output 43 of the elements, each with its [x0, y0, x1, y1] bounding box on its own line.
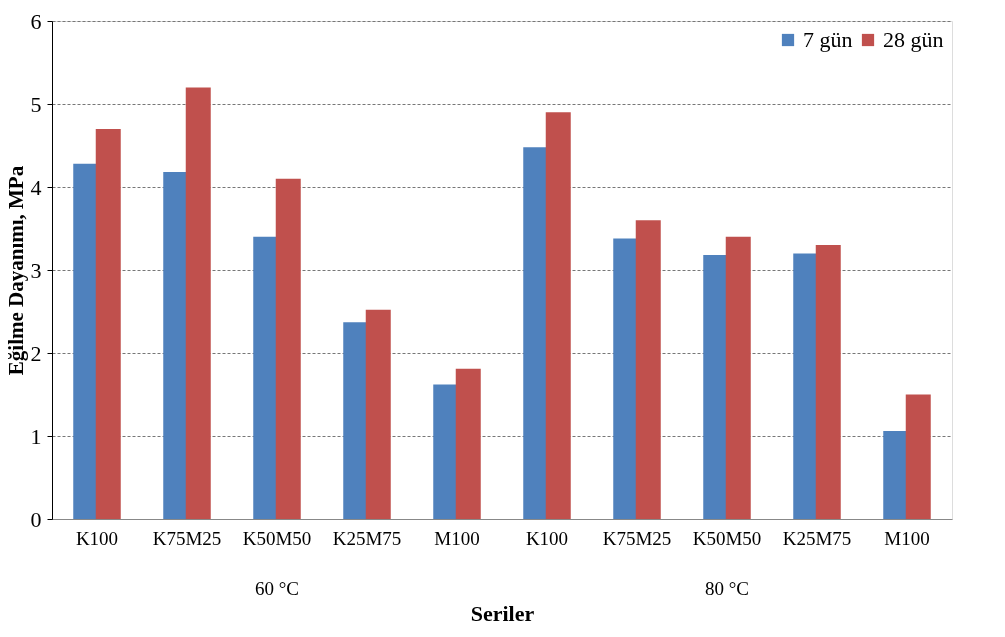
bar — [455, 368, 481, 519]
bar — [523, 147, 549, 519]
bar — [545, 112, 571, 519]
legend-label: 7 gün — [803, 27, 853, 52]
x-tick-label: K25M75 — [782, 527, 852, 549]
y-tick-label: 3 — [30, 257, 42, 283]
x-tick-label: K25M75 — [332, 527, 402, 549]
bar — [365, 309, 391, 519]
x-tick-label: K50M50 — [242, 527, 312, 549]
legend-label: 28 gün — [883, 27, 944, 52]
bar — [793, 253, 819, 519]
x-tick-label: K75M25 — [602, 527, 672, 549]
bar — [883, 431, 909, 519]
bar — [95, 128, 121, 519]
x-tick-label: K50M50 — [692, 527, 762, 549]
bar — [815, 245, 841, 519]
bar — [185, 87, 211, 519]
bar — [253, 236, 279, 519]
x-axis-title: Seriler — [470, 600, 535, 626]
bar — [275, 178, 301, 519]
x-tick-label: M100 — [434, 527, 480, 549]
bar — [905, 394, 931, 519]
y-tick-label: 4 — [30, 174, 42, 200]
y-tick-label: 5 — [30, 91, 42, 117]
y-axis-title: Eğilme Dayanımı, MPa — [3, 165, 28, 376]
text: 80 °C — [704, 578, 750, 599]
y-tick-label: 2 — [30, 340, 42, 366]
x-tick-label: K100 — [525, 527, 569, 549]
x-tick-label: M100 — [884, 527, 930, 549]
bar — [433, 384, 459, 519]
bar — [613, 238, 639, 519]
bar — [635, 220, 661, 519]
x-tick-label: K75M25 — [152, 527, 222, 549]
y-tick-label: 0 — [30, 506, 42, 532]
bar — [73, 163, 99, 519]
bar — [703, 255, 729, 519]
y-tick-label: 6 — [30, 8, 42, 34]
bar — [343, 322, 369, 519]
text: 60 °C — [254, 578, 300, 599]
bar — [725, 236, 751, 519]
bar — [163, 172, 189, 519]
x-tick-label: K100 — [75, 527, 119, 549]
y-tick-label: 1 — [30, 423, 42, 449]
